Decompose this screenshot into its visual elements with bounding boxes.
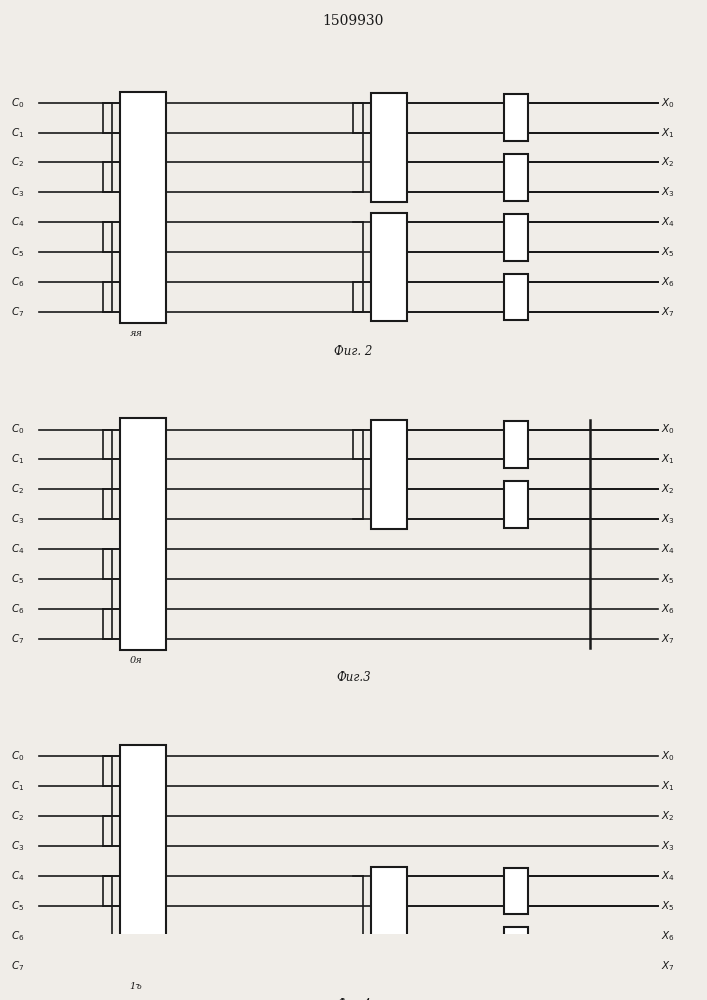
Text: $C_0$: $C_0$ [11, 96, 24, 110]
Text: $X_5$: $X_5$ [661, 572, 674, 586]
FancyBboxPatch shape [503, 274, 528, 320]
Text: $X_4$: $X_4$ [661, 215, 674, 229]
Text: $C_6$: $C_6$ [11, 929, 24, 943]
Text: $C_1$: $C_1$ [11, 453, 24, 466]
FancyBboxPatch shape [120, 418, 166, 650]
Text: $C_7$: $C_7$ [11, 959, 24, 973]
Text: $X_6$: $X_6$ [661, 275, 674, 289]
FancyBboxPatch shape [503, 154, 528, 201]
Text: $C_7$: $C_7$ [11, 632, 24, 646]
Text: яя: яя [129, 329, 142, 338]
Text: $X_2$: $X_2$ [661, 156, 674, 169]
Text: $X_1$: $X_1$ [661, 126, 674, 140]
Text: $X_1$: $X_1$ [661, 453, 674, 466]
Text: $X_2$: $X_2$ [661, 809, 674, 823]
Text: $C_3$: $C_3$ [11, 839, 24, 853]
Text: $C_3$: $C_3$ [11, 512, 24, 526]
FancyBboxPatch shape [503, 421, 528, 468]
Text: $C_2$: $C_2$ [11, 809, 24, 823]
Text: $X_7$: $X_7$ [661, 305, 674, 319]
Text: $X_0$: $X_0$ [661, 96, 674, 110]
Text: $C_5$: $C_5$ [11, 572, 24, 586]
FancyBboxPatch shape [503, 94, 528, 141]
Text: Фиг.3: Фиг.3 [337, 671, 370, 684]
FancyBboxPatch shape [371, 867, 407, 975]
Text: $X_4$: $X_4$ [661, 869, 674, 883]
Text: Фиг.4: Фиг.4 [337, 998, 370, 1000]
Text: $X_3$: $X_3$ [661, 512, 674, 526]
Text: 0я: 0я [129, 656, 142, 665]
Text: 1509930: 1509930 [323, 14, 384, 28]
Text: $X_6$: $X_6$ [661, 602, 674, 616]
Text: $X_5$: $X_5$ [661, 899, 674, 913]
Text: $X_3$: $X_3$ [661, 839, 674, 853]
Text: $X_2$: $X_2$ [661, 482, 674, 496]
Text: $X_0$: $X_0$ [661, 423, 674, 436]
Text: Фиг. 2: Фиг. 2 [334, 345, 373, 358]
Text: $X_7$: $X_7$ [661, 959, 674, 973]
Text: 1ъ: 1ъ [129, 982, 142, 991]
Text: $C_6$: $C_6$ [11, 602, 24, 616]
Text: $X_6$: $X_6$ [661, 929, 674, 943]
FancyBboxPatch shape [371, 93, 407, 202]
FancyBboxPatch shape [120, 92, 166, 323]
Text: $X_7$: $X_7$ [661, 632, 674, 646]
Text: $C_2$: $C_2$ [11, 156, 24, 169]
Text: $X_1$: $X_1$ [661, 779, 674, 793]
FancyBboxPatch shape [120, 745, 166, 977]
Text: $C_4$: $C_4$ [11, 215, 24, 229]
Text: $C_1$: $C_1$ [11, 126, 24, 140]
Text: $X_5$: $X_5$ [661, 245, 674, 259]
Text: $C_5$: $C_5$ [11, 245, 24, 259]
Text: $C_5$: $C_5$ [11, 899, 24, 913]
FancyBboxPatch shape [503, 927, 528, 974]
FancyBboxPatch shape [503, 481, 528, 528]
Text: $C_6$: $C_6$ [11, 275, 24, 289]
Text: $C_4$: $C_4$ [11, 542, 24, 556]
Text: $C_0$: $C_0$ [11, 423, 24, 436]
Text: $X_4$: $X_4$ [661, 542, 674, 556]
FancyBboxPatch shape [371, 420, 407, 529]
FancyBboxPatch shape [503, 214, 528, 261]
Text: $C_3$: $C_3$ [11, 185, 24, 199]
Text: $C_7$: $C_7$ [11, 305, 24, 319]
FancyBboxPatch shape [371, 213, 407, 321]
Text: $C_4$: $C_4$ [11, 869, 24, 883]
Text: $C_0$: $C_0$ [11, 750, 24, 763]
Text: $C_1$: $C_1$ [11, 779, 24, 793]
FancyBboxPatch shape [503, 868, 528, 914]
Text: $X_3$: $X_3$ [661, 185, 674, 199]
Text: $C_2$: $C_2$ [11, 482, 24, 496]
Text: $X_0$: $X_0$ [661, 750, 674, 763]
